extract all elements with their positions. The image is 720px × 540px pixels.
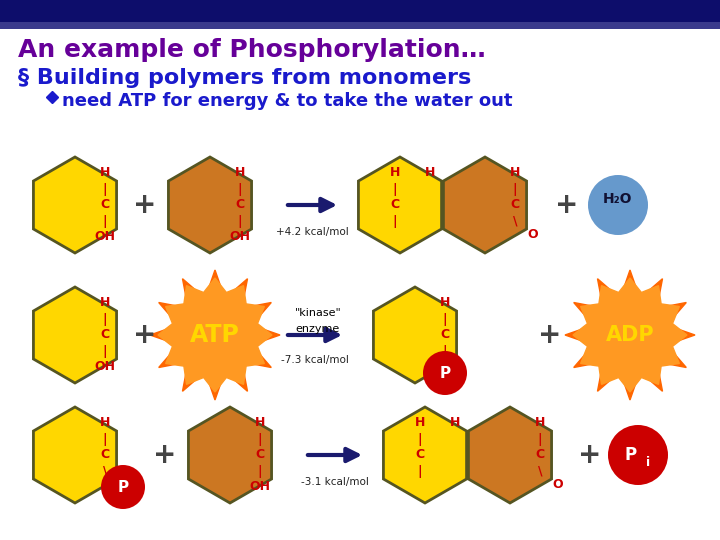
Text: OH: OH bbox=[94, 361, 115, 374]
Text: |: | bbox=[418, 433, 423, 446]
Text: C: C bbox=[390, 199, 400, 212]
Text: OH: OH bbox=[230, 231, 251, 244]
Text: H: H bbox=[415, 415, 426, 429]
Text: |: | bbox=[258, 433, 262, 446]
Text: |: | bbox=[103, 313, 107, 326]
Text: |: | bbox=[538, 433, 542, 446]
Polygon shape bbox=[359, 157, 441, 253]
Text: H: H bbox=[425, 165, 435, 179]
Text: C: C bbox=[235, 199, 245, 212]
Text: P: P bbox=[117, 480, 129, 495]
Text: |: | bbox=[238, 183, 243, 195]
Text: |: | bbox=[103, 183, 107, 195]
Text: |: | bbox=[513, 183, 517, 195]
Text: C: C bbox=[415, 449, 425, 462]
Text: +4.2 kcal/mol: +4.2 kcal/mol bbox=[276, 227, 348, 237]
Text: +: + bbox=[133, 321, 157, 349]
Text: -7.3 kcal/mol: -7.3 kcal/mol bbox=[281, 355, 349, 365]
Circle shape bbox=[423, 351, 467, 395]
Text: enzyme: enzyme bbox=[296, 324, 340, 334]
Text: C: C bbox=[100, 449, 109, 462]
Text: H: H bbox=[235, 165, 246, 179]
Text: C: C bbox=[536, 449, 544, 462]
Text: O: O bbox=[528, 228, 539, 241]
Polygon shape bbox=[33, 287, 117, 383]
Text: i: i bbox=[646, 456, 650, 469]
Text: H: H bbox=[255, 415, 265, 429]
Text: |: | bbox=[392, 183, 397, 195]
Text: H: H bbox=[100, 415, 110, 429]
Text: P: P bbox=[625, 446, 637, 464]
Polygon shape bbox=[444, 157, 526, 253]
Text: C: C bbox=[256, 449, 264, 462]
Text: +: + bbox=[555, 191, 579, 219]
Text: H: H bbox=[440, 295, 450, 308]
Text: H: H bbox=[100, 295, 110, 308]
Polygon shape bbox=[469, 407, 552, 503]
Polygon shape bbox=[158, 278, 272, 392]
Text: +: + bbox=[153, 441, 176, 469]
Text: |: | bbox=[238, 214, 243, 227]
Polygon shape bbox=[565, 270, 695, 400]
Text: \: \ bbox=[513, 214, 517, 227]
Text: |: | bbox=[103, 345, 107, 357]
Text: -3.1 kcal/mol: -3.1 kcal/mol bbox=[301, 477, 369, 487]
Polygon shape bbox=[374, 287, 456, 383]
Circle shape bbox=[101, 465, 145, 509]
Polygon shape bbox=[189, 407, 271, 503]
Bar bbox=[0, 0, 720, 22]
Text: H₂O: H₂O bbox=[603, 192, 633, 206]
Text: +: + bbox=[539, 321, 562, 349]
Text: |: | bbox=[443, 313, 447, 326]
Polygon shape bbox=[384, 407, 467, 503]
Polygon shape bbox=[573, 278, 687, 392]
Polygon shape bbox=[33, 157, 117, 253]
Text: \: \ bbox=[103, 464, 107, 477]
Text: +: + bbox=[578, 441, 602, 469]
Text: C: C bbox=[510, 199, 520, 212]
Text: |: | bbox=[418, 464, 423, 477]
Circle shape bbox=[588, 175, 648, 235]
Text: C: C bbox=[441, 328, 449, 341]
Text: H: H bbox=[510, 165, 520, 179]
Text: ATP: ATP bbox=[190, 323, 240, 347]
Text: |: | bbox=[392, 214, 397, 227]
Polygon shape bbox=[150, 270, 280, 400]
Text: need ATP for energy & to take the water out: need ATP for energy & to take the water … bbox=[62, 92, 513, 110]
Text: |: | bbox=[103, 214, 107, 227]
Text: O: O bbox=[553, 478, 563, 491]
Text: H: H bbox=[390, 165, 400, 179]
Text: § Building polymers from monomers: § Building polymers from monomers bbox=[18, 68, 472, 88]
Text: P: P bbox=[439, 366, 451, 381]
Text: "kinase": "kinase" bbox=[294, 308, 341, 318]
Text: |: | bbox=[103, 433, 107, 446]
Polygon shape bbox=[168, 157, 251, 253]
Text: |: | bbox=[258, 464, 262, 477]
Text: H: H bbox=[450, 415, 460, 429]
Text: OH: OH bbox=[250, 481, 271, 494]
Text: C: C bbox=[100, 328, 109, 341]
Text: |: | bbox=[443, 345, 447, 357]
Circle shape bbox=[608, 425, 668, 485]
Text: ADP: ADP bbox=[606, 325, 654, 345]
Text: \: \ bbox=[538, 464, 542, 477]
Text: C: C bbox=[100, 199, 109, 212]
Text: H: H bbox=[535, 415, 545, 429]
Text: H: H bbox=[100, 165, 110, 179]
Text: An example of Phosphorylation…: An example of Phosphorylation… bbox=[18, 38, 486, 62]
Text: OH: OH bbox=[94, 231, 115, 244]
Bar bbox=[0, 22, 720, 29]
Polygon shape bbox=[33, 407, 117, 503]
Text: +: + bbox=[133, 191, 157, 219]
